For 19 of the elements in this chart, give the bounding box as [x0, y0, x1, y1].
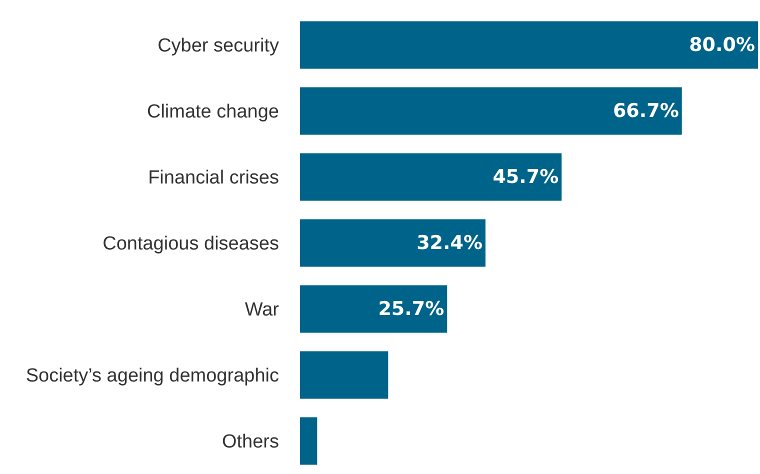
y-tick-label: Others	[222, 432, 279, 453]
bar	[300, 87, 682, 135]
bar	[300, 153, 562, 201]
bar	[300, 21, 758, 69]
bar	[300, 351, 388, 399]
y-tick-label: Cyber security	[158, 36, 280, 57]
y-tick-label: Contagious diseases	[102, 234, 279, 255]
data-label: 80.0%	[689, 34, 755, 56]
bar	[300, 285, 448, 333]
data-label: 32.4%	[416, 232, 482, 254]
data-label: 66.7%	[612, 100, 679, 122]
y-tick-label: Climate change	[146, 102, 279, 123]
bar	[300, 219, 486, 267]
y-tick-label: Financial crises	[148, 168, 279, 189]
data-label: 25.7%	[378, 298, 444, 320]
y-tick-label: War	[244, 300, 280, 321]
bar	[300, 417, 318, 465]
data-label: 45.7%	[492, 166, 559, 188]
y-tick-label: Society’s ageing demographic	[26, 366, 279, 387]
